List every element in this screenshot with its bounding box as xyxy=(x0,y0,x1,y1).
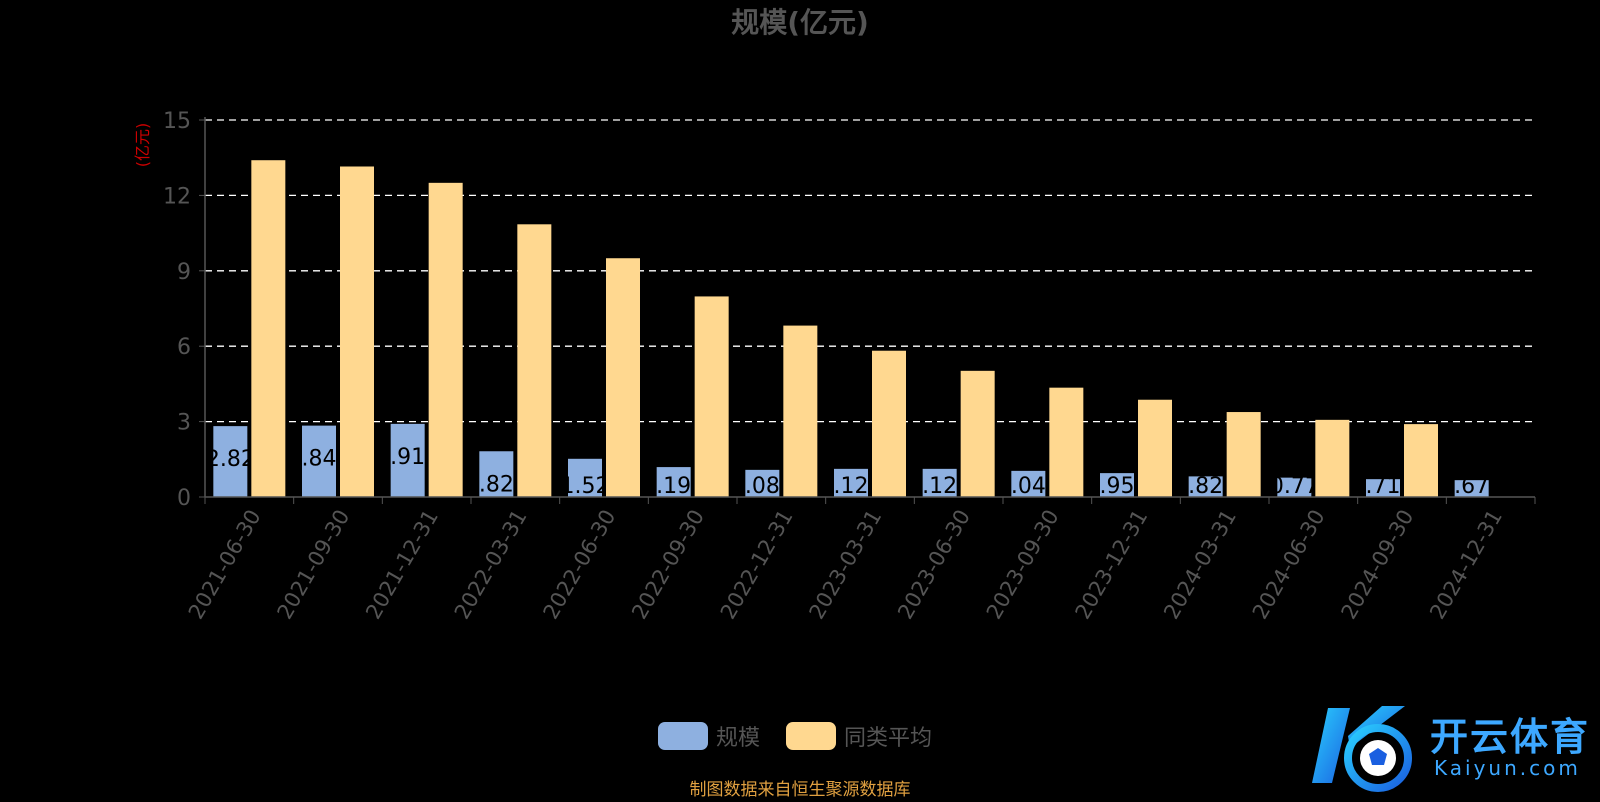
watermark-cn: 开云体育 xyxy=(1430,715,1591,759)
y-tick-label: 3 xyxy=(177,411,191,436)
x-tick-label: 2023-06-30 xyxy=(893,506,975,624)
bar-guimo xyxy=(834,468,868,497)
bar-guimo xyxy=(479,451,514,497)
watermark-logo: 开云体育 Kaiyun.com xyxy=(1310,698,1600,798)
bar-tonglei-avg xyxy=(251,160,286,498)
bar-guimo-label: .95 xyxy=(1100,474,1135,499)
bar-guimo-label: .84 xyxy=(302,447,337,472)
bar-guimo-label: .08 xyxy=(745,474,780,499)
bar-tonglei-avg xyxy=(783,325,818,497)
x-tick-label: 2024-06-30 xyxy=(1248,506,1330,624)
bar-tonglei-avg xyxy=(606,258,640,497)
bar-guimo-label: .91 xyxy=(390,445,425,470)
bar-tonglei-avg xyxy=(428,182,463,498)
bar-tonglei-avg xyxy=(1315,419,1350,497)
x-tick-label: 2024-03-31 xyxy=(1159,506,1241,624)
bar-guimo xyxy=(1366,479,1400,497)
bar-guimo-label: .71 xyxy=(1366,474,1401,499)
bar-tonglei-avg xyxy=(872,350,906,497)
bar-guimo xyxy=(302,425,336,497)
bar-guimo-label: .67 xyxy=(1454,474,1489,499)
y-tick-label: 12 xyxy=(163,184,191,209)
bar-guimo xyxy=(390,423,425,497)
bar-tonglei-avg xyxy=(1049,387,1084,497)
bar-guimo xyxy=(1011,470,1046,497)
chart-title: 规模(亿元) xyxy=(731,6,869,39)
y-tick-label: 0 xyxy=(177,486,191,511)
x-tick-label: 2021-06-30 xyxy=(184,506,266,624)
bar-tonglei-avg xyxy=(517,224,552,497)
legend-swatch xyxy=(658,722,708,750)
bar-tonglei-avg xyxy=(1138,399,1172,497)
x-tick-label: 2021-12-31 xyxy=(361,506,443,624)
x-tick-label: 2024-12-31 xyxy=(1425,506,1507,624)
x-tick-label: 2023-12-31 xyxy=(1071,506,1153,624)
legend-swatch xyxy=(786,722,836,750)
y-tick-label: 6 xyxy=(177,335,191,360)
bar-tonglei-avg xyxy=(960,370,995,497)
bar-guimo xyxy=(1454,480,1489,497)
bar-guimo xyxy=(213,426,248,497)
logo-ball-icon xyxy=(1312,706,1412,792)
bar-tonglei-avg xyxy=(340,166,374,497)
bar-series: 2.82 .84 .91 .82 1.52 .19 .08 .12 .12 .04 .95 .82 0.… xyxy=(206,160,1489,499)
grid-lines xyxy=(205,119,1535,423)
bar-guimo xyxy=(656,467,691,497)
bar-guimo-label: .82 xyxy=(1188,474,1223,499)
legend: 规模 同类平均 xyxy=(658,722,932,751)
bar-tonglei-avg xyxy=(694,296,729,497)
x-tick-label: 2023-03-31 xyxy=(805,506,887,624)
data-source-note: 制图数据来自恒生聚源数据库 xyxy=(690,780,911,800)
bar-tonglei-avg xyxy=(1404,424,1438,497)
x-axis: 2021-06-30 2021-09-30 2021-12-31 2022-03-31… xyxy=(184,117,1536,624)
bar-guimo xyxy=(1100,473,1134,497)
bar-guimo xyxy=(1188,476,1223,497)
bar-tonglei-avg xyxy=(1226,412,1261,497)
bar-guimo-label: 1.52 xyxy=(561,474,610,499)
bar-guimo-label: .19 xyxy=(656,474,691,499)
y-axis-ticks: 0 3 6 9 12 15 xyxy=(163,109,205,511)
bar-guimo xyxy=(922,468,957,497)
x-tick-label: 2021-09-30 xyxy=(273,506,355,624)
bar-guimo-label: 2.82 xyxy=(206,447,255,472)
bar-guimo xyxy=(745,469,780,497)
y-tick-label: 15 xyxy=(163,109,191,134)
x-tick-label: 2024-09-30 xyxy=(1337,506,1419,624)
x-tick-label: 2022-03-31 xyxy=(450,506,532,624)
x-tick-label: 2023-09-30 xyxy=(982,506,1064,624)
bar-guimo-label: .04 xyxy=(1011,474,1046,499)
x-tick-label: 2022-09-30 xyxy=(627,506,709,624)
legend-label: 规模 xyxy=(716,726,760,751)
bar-guimo-label: 0.77 xyxy=(1270,474,1319,499)
bar-guimo-label: .12 xyxy=(922,474,957,499)
y-tick-label: 9 xyxy=(177,260,191,285)
bar-guimo xyxy=(1277,477,1312,497)
x-tick-label: 2022-12-31 xyxy=(716,506,798,624)
bar-guimo xyxy=(568,458,602,497)
bar-guimo-label: .12 xyxy=(834,474,869,499)
watermark-en: Kaiyun.com xyxy=(1434,756,1581,780)
y-axis-label: (亿元) xyxy=(133,123,152,168)
legend-label: 同类平均 xyxy=(844,726,932,751)
x-tick-label: 2022-06-30 xyxy=(539,506,621,624)
bar-guimo-label: .82 xyxy=(479,472,514,497)
